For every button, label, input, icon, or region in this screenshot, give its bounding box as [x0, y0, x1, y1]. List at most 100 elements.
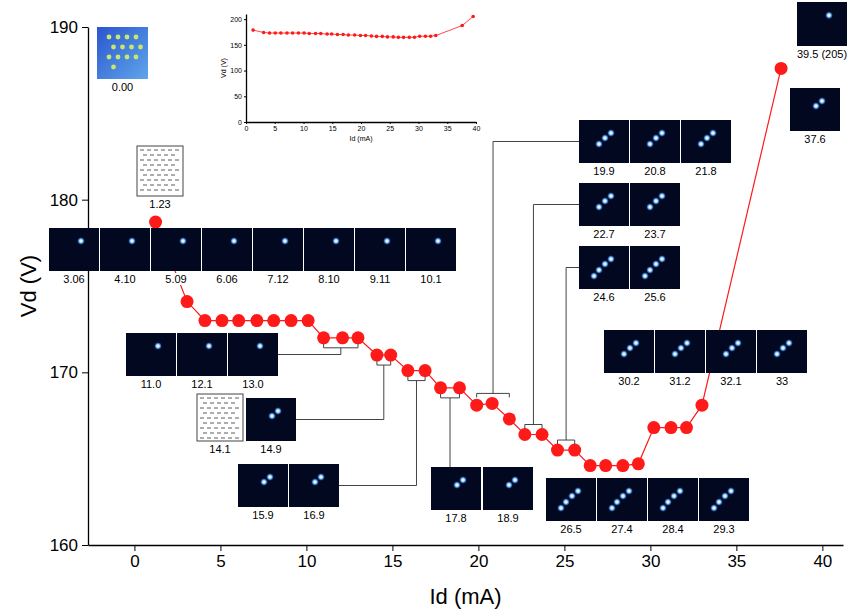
spot	[595, 203, 603, 211]
lattice-spot	[129, 45, 134, 50]
placeholder-dash	[171, 155, 175, 156]
placeholder-dash	[154, 160, 158, 161]
thumbnail-label: 1.23	[149, 198, 170, 210]
placeholder-dash	[175, 180, 179, 181]
placeholder-dash	[231, 423, 235, 424]
tick-label: 100	[230, 67, 242, 74]
thumbnail-label: 28.4	[662, 523, 683, 535]
placeholder-dash	[161, 150, 165, 151]
image-frame	[706, 330, 756, 373]
lattice-spot	[107, 55, 112, 60]
tick-mark	[82, 545, 88, 546]
tick-label: 0	[245, 125, 249, 132]
spot	[659, 504, 667, 512]
data-point	[380, 35, 384, 39]
image-frame	[246, 398, 296, 441]
thumbnail: 13.0	[228, 333, 278, 390]
placeholder-dash	[154, 150, 158, 151]
label-patch	[694, 165, 717, 177]
bracket	[377, 361, 391, 365]
spot	[670, 492, 678, 500]
placeholder-dash	[231, 413, 235, 414]
image-frame	[202, 228, 252, 271]
placeholder-dash	[150, 155, 154, 156]
placeholder-dash	[154, 170, 158, 171]
inset-background	[214, 6, 482, 146]
image-frame	[304, 228, 354, 271]
label-patch	[592, 291, 615, 303]
data-line	[253, 17, 473, 38]
thumbnail-label: 33	[776, 375, 788, 387]
data-point	[470, 399, 483, 412]
thumbnail: 26.5	[546, 478, 596, 535]
placeholder-dash	[231, 403, 235, 404]
spot	[722, 350, 730, 358]
tick-label: 15	[329, 125, 337, 132]
data-point	[486, 397, 499, 410]
tick: 150	[230, 42, 246, 49]
image-frame	[630, 120, 680, 163]
x-axis: 0510152025303540	[89, 545, 844, 571]
data-point	[347, 33, 351, 37]
thumbnail: 37.6	[790, 88, 840, 145]
tick-label: 10	[300, 125, 308, 132]
spot	[128, 237, 136, 245]
tick: 35	[727, 545, 746, 571]
spot	[383, 237, 391, 245]
spot	[256, 342, 264, 350]
thumbnail-label: 14.9	[260, 443, 281, 455]
lattice-spot	[116, 35, 121, 40]
image-frame	[431, 467, 481, 510]
spot	[779, 344, 787, 352]
thumbnail-label: 23.7	[644, 228, 665, 240]
data-point	[408, 36, 412, 40]
thumbnails: 0.001.233.064.105.096.067.128.109.1110.1…	[49, 2, 848, 535]
placeholder-dash	[214, 428, 218, 429]
placeholder-dash	[150, 185, 154, 186]
lattice-spot	[125, 55, 130, 60]
data-point	[273, 31, 277, 35]
thumbnail: 15.9	[238, 464, 288, 521]
tick-mark	[244, 19, 246, 20]
bracket	[525, 424, 542, 428]
thumbnail: 12.1	[177, 333, 227, 390]
thumbnail-label: 26.5	[560, 523, 581, 535]
tick: 5	[273, 122, 277, 132]
tick: 20	[469, 545, 488, 571]
tick-mark	[275, 122, 276, 124]
image-frame	[228, 333, 278, 376]
y-axis-title: Vd (V)	[16, 255, 41, 317]
connectors	[278, 142, 579, 486]
thumbnail-label: 16.9	[303, 509, 324, 521]
spot	[697, 140, 705, 148]
thumbnail-label: 11.0	[141, 378, 162, 390]
thumbnail-label: 32.1	[720, 375, 741, 387]
tick: 0	[245, 122, 249, 132]
label-patch	[496, 512, 519, 524]
image-frame	[797, 2, 847, 46]
image-frame	[655, 330, 705, 373]
tick: 10	[300, 122, 308, 132]
data-point	[384, 349, 397, 362]
thumbnail: 31.2	[655, 330, 705, 387]
placeholder-dash	[217, 433, 221, 434]
data-point	[429, 34, 433, 38]
thumbnail: 11.0	[126, 333, 176, 390]
thumbnail-label: 27.4	[611, 523, 632, 535]
tick: 15	[329, 122, 337, 132]
label-patch	[610, 523, 633, 535]
thumbnail: 24.6	[579, 246, 629, 303]
placeholder-dash	[228, 418, 232, 419]
placeholder-dash	[164, 175, 168, 176]
placeholder-dash	[217, 423, 221, 424]
spot	[677, 344, 685, 352]
data-point	[250, 314, 263, 327]
data-point	[279, 31, 283, 35]
image-frame	[546, 478, 596, 521]
tick-label: 40	[813, 552, 832, 571]
label-patch	[208, 443, 231, 455]
thumbnail-label: 6.06	[216, 273, 237, 285]
placeholder-dash	[217, 413, 221, 414]
tick-label: 40	[473, 125, 481, 132]
placeholder-dash	[150, 165, 154, 166]
